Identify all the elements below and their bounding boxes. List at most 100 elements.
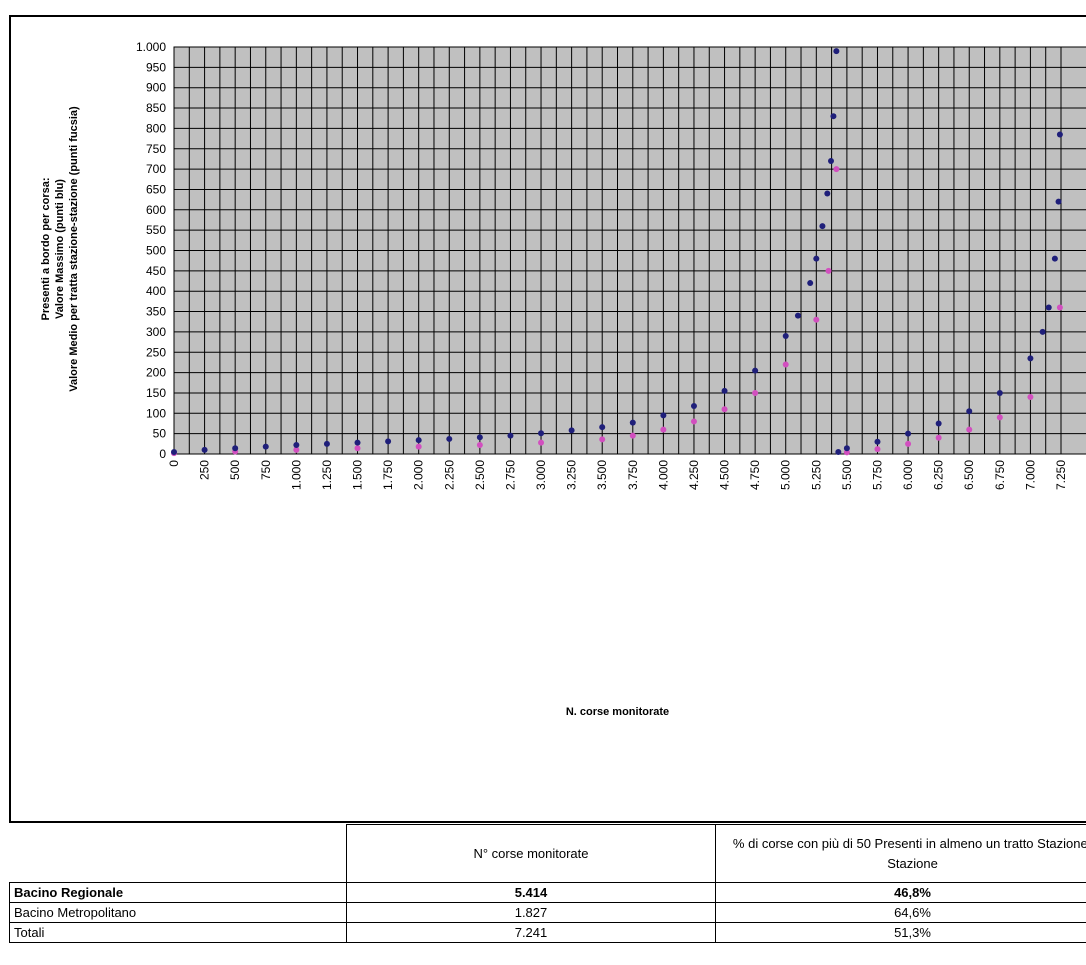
x-tick-label: 4.750 bbox=[748, 460, 762, 490]
point-max bbox=[843, 445, 850, 452]
row-corse: 1.827 bbox=[346, 902, 716, 923]
y-tick-label: 550 bbox=[146, 223, 166, 237]
y-tick-label: 700 bbox=[146, 162, 166, 176]
point-mean bbox=[293, 446, 300, 453]
table-row: Bacino Regionale 5.414 46,8% bbox=[9, 882, 1086, 903]
point-max bbox=[446, 435, 453, 442]
point-max bbox=[323, 440, 330, 447]
x-tick-label: 2.000 bbox=[412, 460, 426, 490]
point-max bbox=[752, 367, 759, 374]
x-tick-label: 4.000 bbox=[656, 460, 670, 490]
y-tick-label: 150 bbox=[146, 386, 166, 400]
table-header-row: N° corse monitorate % di corse con più d… bbox=[9, 824, 1086, 883]
x-tick-label: 6.250 bbox=[932, 460, 946, 490]
y-tick-label: 950 bbox=[146, 60, 166, 74]
point-max bbox=[782, 332, 789, 339]
y-axis-title-line: Valore Medio per tratta stazione-stazion… bbox=[68, 106, 80, 392]
x-tick-label: 250 bbox=[198, 460, 212, 480]
row-percent: 51,3% bbox=[715, 922, 1086, 943]
y-tick-label: 0 bbox=[159, 447, 166, 461]
point-mean bbox=[996, 414, 1003, 421]
point-max bbox=[538, 430, 545, 437]
point-max bbox=[874, 438, 881, 445]
point-max bbox=[1056, 131, 1063, 138]
point-mean bbox=[476, 442, 483, 449]
point-max bbox=[996, 389, 1003, 396]
header-percent-corse: % di corse con più di 50 Presenti in alm… bbox=[715, 824, 1086, 883]
y-tick-label: 50 bbox=[153, 427, 167, 441]
point-max bbox=[827, 157, 834, 164]
point-max bbox=[794, 312, 801, 319]
point-max bbox=[813, 255, 820, 262]
chart-frame: 0 50 100 150 200 250 300 350 400 450 500 550 600 650 7… bbox=[9, 15, 1086, 823]
x-tick-label: 3.250 bbox=[565, 460, 579, 490]
point-max bbox=[833, 48, 840, 55]
y-tick-label: 900 bbox=[146, 81, 166, 95]
point-max bbox=[476, 434, 483, 441]
point-max bbox=[807, 280, 814, 287]
x-tick-label: 7.250 bbox=[1054, 460, 1068, 490]
y-axis-title-line: Valore Massimo (punti blu) bbox=[54, 179, 66, 319]
y-tick-label: 250 bbox=[146, 345, 166, 359]
point-mean bbox=[1027, 394, 1034, 401]
point-mean bbox=[782, 361, 789, 368]
point-max bbox=[1055, 198, 1062, 205]
x-tick-label: 3.000 bbox=[534, 460, 548, 490]
point-mean bbox=[752, 389, 759, 396]
point-mean bbox=[833, 166, 840, 173]
table-row: Bacino Metropolitano 1.827 64,6% bbox=[9, 902, 1086, 923]
x-tick-label: 1.750 bbox=[381, 460, 395, 490]
x-tick-label: 5.750 bbox=[870, 460, 884, 490]
x-tick-label: 1.000 bbox=[289, 460, 303, 490]
x-tick-label: 2.250 bbox=[442, 460, 456, 490]
x-tick-label: 5.000 bbox=[779, 460, 793, 490]
x-tick-label: 6.000 bbox=[901, 460, 915, 490]
x-tick-label: 1.500 bbox=[351, 460, 365, 490]
point-max bbox=[354, 439, 361, 446]
point-mean bbox=[354, 445, 361, 452]
point-max bbox=[171, 448, 177, 455]
point-max bbox=[824, 190, 831, 197]
y-tick-label: 600 bbox=[146, 203, 166, 217]
point-mean bbox=[935, 434, 942, 441]
x-tick-label: 2.750 bbox=[503, 460, 517, 490]
point-max bbox=[1045, 304, 1052, 311]
point-max bbox=[1027, 355, 1034, 362]
point-max bbox=[385, 438, 392, 445]
x-tick-label: 3.500 bbox=[595, 460, 609, 490]
y-tick-label: 200 bbox=[146, 366, 166, 380]
y-tick-label: 650 bbox=[146, 182, 166, 196]
point-max bbox=[507, 432, 514, 439]
y-tick-label: 750 bbox=[146, 142, 166, 156]
header-corse-monitorate: N° corse monitorate bbox=[346, 824, 716, 883]
y-tick-label: 800 bbox=[146, 121, 166, 135]
x-axis-title: N. corse monitorate bbox=[566, 706, 669, 718]
point-max bbox=[835, 448, 842, 455]
point-mean bbox=[1056, 304, 1063, 311]
y-tick-label: 100 bbox=[146, 406, 166, 420]
point-max bbox=[905, 430, 912, 437]
row-percent: 64,6% bbox=[715, 902, 1086, 923]
point-max bbox=[599, 424, 606, 431]
point-mean bbox=[825, 267, 832, 274]
row-label: Bacino Regionale bbox=[9, 882, 347, 903]
row-label: Bacino Metropolitano bbox=[9, 902, 347, 923]
x-tick-label: 750 bbox=[259, 460, 273, 480]
x-tick-label: 6.500 bbox=[962, 460, 976, 490]
point-max bbox=[232, 445, 239, 452]
y-tick-label: 400 bbox=[146, 284, 166, 298]
point-mean bbox=[538, 439, 545, 446]
point-mean bbox=[966, 426, 973, 433]
x-tick-label: 0 bbox=[167, 460, 181, 467]
row-label: Totali bbox=[9, 922, 347, 943]
point-max bbox=[819, 223, 826, 230]
x-tick-label: 7.000 bbox=[1023, 460, 1037, 490]
y-tick-label: 450 bbox=[146, 264, 166, 278]
row-corse: 7.241 bbox=[346, 922, 716, 943]
point-max bbox=[830, 113, 837, 120]
point-mean bbox=[813, 316, 820, 323]
point-mean bbox=[629, 432, 636, 439]
x-tick-label: 5.500 bbox=[840, 460, 854, 490]
point-max bbox=[935, 420, 942, 427]
point-max bbox=[966, 408, 973, 415]
